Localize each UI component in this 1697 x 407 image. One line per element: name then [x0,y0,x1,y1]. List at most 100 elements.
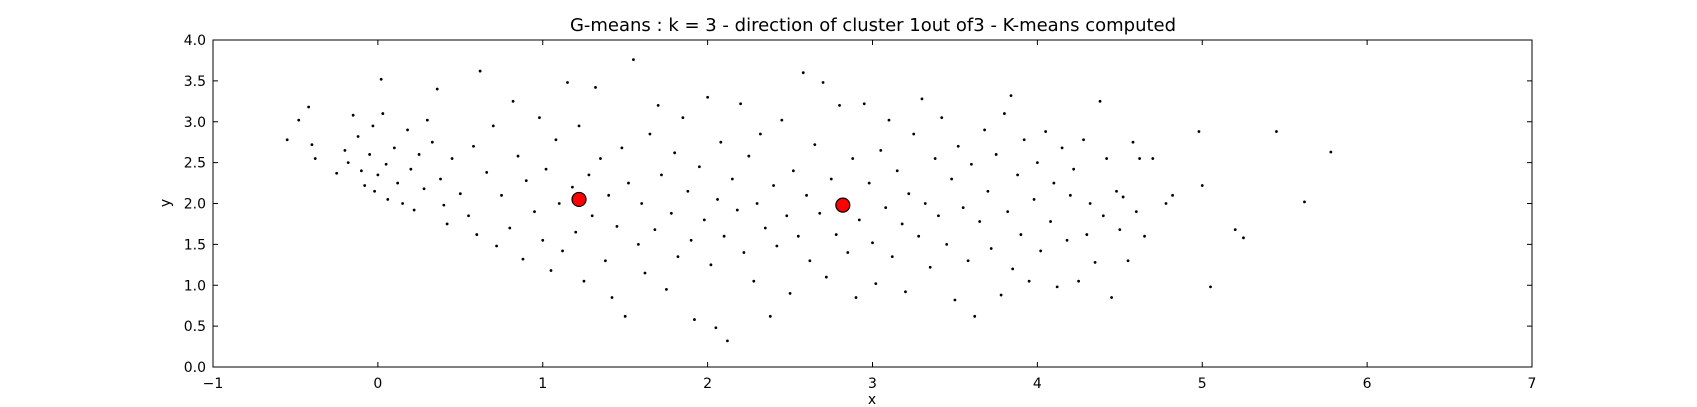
data-point [363,184,367,187]
data-point [907,192,911,196]
data-point [401,202,405,205]
data-point [933,157,937,160]
data-point [920,97,924,101]
data-point [521,257,525,261]
data-point [1077,279,1080,283]
data-point [409,167,413,171]
data-point [752,279,756,283]
data-point [554,138,558,142]
data-point [730,177,734,181]
data-point [928,265,932,269]
data-point [566,81,569,84]
y-tick-label: 0.0 [184,360,206,376]
data-point [791,169,795,173]
x-tick-label: 4 [1033,376,1042,392]
data-point [714,326,718,330]
data-point [838,104,841,107]
data-point [577,124,581,128]
y-tick-label: 2.5 [184,156,206,172]
x-axis: −1 0 1 2 3 4 5 6 7 [203,40,1537,392]
data-point [491,124,495,128]
data-point [801,71,805,75]
data-point [956,144,960,148]
data-point [1039,249,1043,253]
data-point [656,104,660,107]
data-point [561,249,564,253]
data-point [1088,202,1092,205]
data-point [1085,233,1089,236]
data-point [356,135,360,138]
data-points [285,58,1333,343]
data-point [780,118,784,122]
data-point [582,279,586,283]
data-point [376,173,380,177]
x-tick-label: 0 [373,376,382,392]
data-point [953,298,957,302]
data-point [1093,260,1097,264]
data-point [1016,173,1019,177]
data-point [813,143,817,147]
data-point [747,154,751,158]
data-point [549,269,553,272]
data-point [359,169,363,173]
data-point [966,259,970,263]
data-point [435,87,439,91]
data-point [648,132,652,136]
data-point [709,263,713,267]
data-point [854,296,858,299]
data-point [994,153,998,156]
data-point [417,153,421,156]
data-point [923,202,927,205]
data-point [693,318,696,321]
data-point [472,144,475,148]
data-point [755,202,759,205]
data-point [495,244,498,248]
data-point [895,169,899,173]
data-point [1049,220,1052,223]
data-point [834,233,838,236]
data-point [1098,99,1102,103]
data-point [516,154,520,158]
data-point [871,241,874,245]
data-point [392,146,396,150]
data-point [422,187,426,191]
data-point [874,282,878,286]
data-point [1118,228,1122,232]
data-point [763,226,767,230]
data-point [381,112,385,115]
y-tick-label: 1.5 [184,237,206,253]
data-point [986,189,990,193]
data-point [851,157,855,160]
data-point [1242,236,1245,240]
data-point [439,177,442,181]
data-point [541,238,545,242]
data-point [351,113,355,117]
data-point [373,189,376,193]
y-tick-label: 3.5 [184,74,206,90]
data-point [879,148,883,152]
data-point [508,226,512,230]
data-point [511,99,515,103]
data-point [1027,279,1031,283]
data-point [973,314,977,318]
data-point [640,202,644,205]
data-point [1275,130,1278,133]
data-point [697,165,701,169]
data-point [719,140,723,144]
data-point [1303,200,1306,204]
data-point [636,242,640,246]
data-point [307,105,311,109]
x-tick-label: 2 [703,376,712,392]
data-point [500,193,503,197]
data-point [1035,161,1039,165]
data-point [937,214,940,218]
data-point [610,296,614,299]
data-point [1006,210,1010,214]
y-tick-label: 0.5 [184,319,206,335]
x-tick-label: 7 [1528,376,1537,392]
data-point [772,184,775,187]
data-point [425,118,429,122]
data-point [386,198,390,201]
y-tick-label: 1.0 [184,278,206,294]
data-point [970,162,973,166]
